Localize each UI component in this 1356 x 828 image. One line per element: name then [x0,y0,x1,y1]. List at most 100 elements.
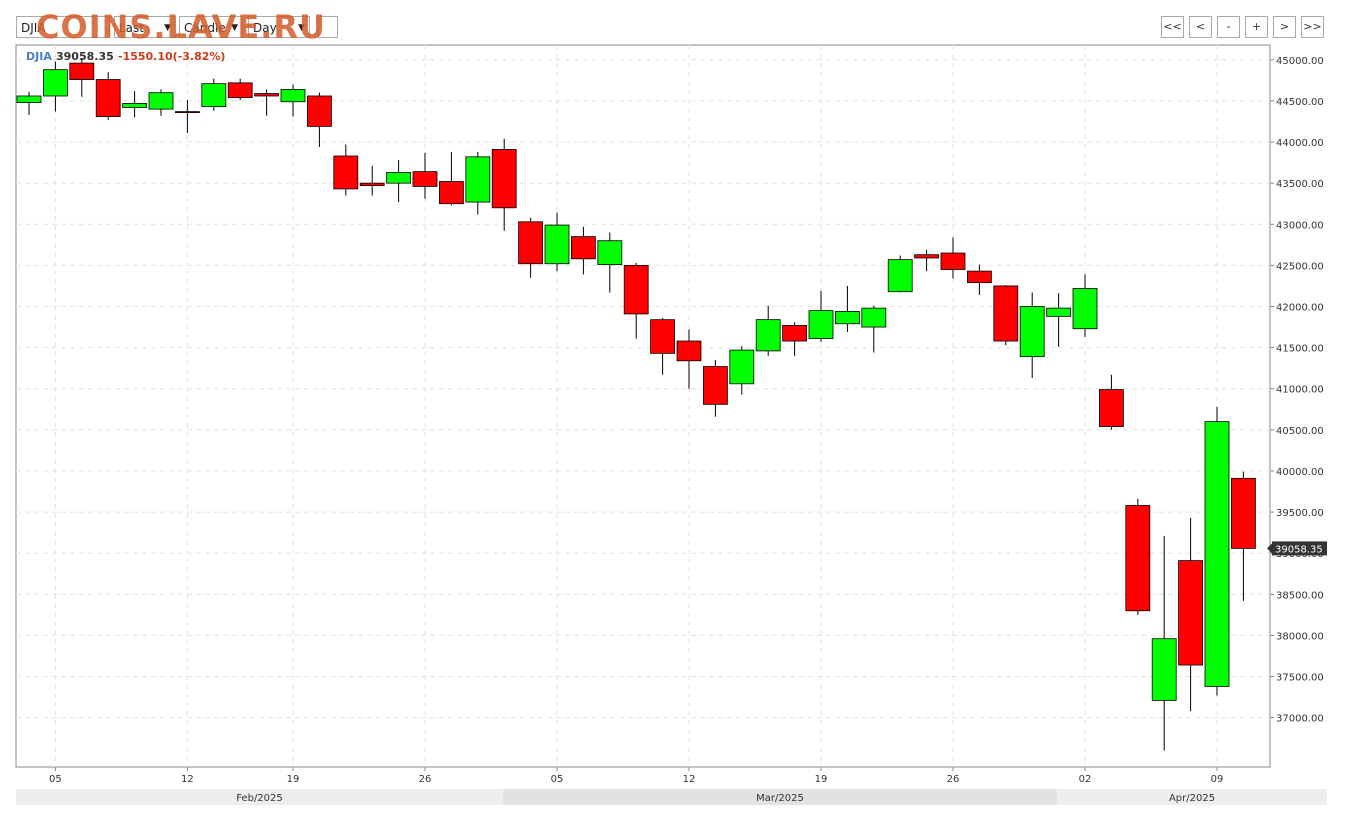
period-select[interactable]: Day ▼ [248,16,310,38]
candle-body [518,221,543,265]
candle-body [16,95,42,103]
candle-body [571,236,596,260]
candle-body [1151,638,1177,701]
candle-body [1019,306,1045,358]
candle-body [1231,477,1256,549]
nav-button[interactable]: < [1189,16,1212,38]
x-tick-label: 19 [287,774,300,785]
x-tick-label: 05 [49,774,62,785]
watermark: COINS.LAVE.RU [36,8,326,46]
field-select[interactable]: Last ▼ [114,16,176,38]
dropdown-arrow: ▼ [231,23,238,33]
y-tick-label: 44500.00 [1276,97,1324,108]
candle-body [254,93,280,97]
candle-body [333,155,359,190]
candle-body [122,102,147,108]
x-tick-label: 12 [181,774,194,785]
menu-icon[interactable] [318,16,338,38]
candle-body [1125,505,1151,612]
x-tick-label: 26 [947,774,960,785]
field-text: Last [119,21,144,35]
x-tick-label: 09 [1211,774,1224,785]
candle-body [782,325,807,342]
candle-body [43,69,68,97]
candle-body [676,340,702,362]
y-tick-label: 39000.00 [1276,549,1324,560]
month-band [16,789,503,805]
candle-body [201,83,227,108]
candle-body [148,92,174,110]
candle-body [967,270,992,284]
dropdown-arrow: ▼ [164,23,171,33]
candle-body [703,366,728,405]
nav-button[interactable]: << [1161,16,1184,38]
quote-price: 39058.35 [56,50,114,63]
candle-body [69,62,95,80]
candle-body [359,182,385,187]
candle-body [95,79,121,117]
plot-area [15,44,1271,768]
quote-change: -1550.10(-3.82%) [118,50,225,63]
y-tick-label: 38000.00 [1276,631,1324,642]
candle-body [755,319,781,352]
candle-body [412,171,438,187]
candle-body [940,252,966,270]
candle-body [729,349,755,385]
month-label: Mar/2025 [756,793,804,804]
period-text: Day [253,21,277,35]
candle-body [808,310,834,339]
y-tick-label: 42500.00 [1276,261,1324,272]
month-label: Feb/2025 [236,793,283,804]
y-tick-label: 39500.00 [1276,508,1324,519]
candle-body [386,172,412,184]
candle-body [1046,307,1071,317]
candle-body [306,95,332,127]
candle-body [887,259,913,293]
y-tick-label: 42000.00 [1276,302,1324,313]
candle-body [993,285,1019,342]
candle-body [835,311,860,325]
month-label: Apr/2025 [1169,793,1215,804]
quote-symbol: DJIA [26,50,52,63]
candle-body [914,254,939,259]
x-tick-label: 05 [551,774,564,785]
candle-body [623,264,649,315]
candle-body [1178,560,1203,666]
x-tick-label: 19 [815,774,828,785]
nav-button[interactable]: + [1245,16,1268,38]
candle-body [597,240,623,265]
candle-body [227,82,253,99]
y-tick-label: 37000.00 [1276,714,1324,725]
y-tick-label: 37500.00 [1276,673,1324,684]
candle-body [1099,389,1124,427]
symbol-input[interactable]: DJIA [16,16,110,38]
y-tick-label: 43500.00 [1276,179,1324,190]
y-tick-label: 41000.00 [1276,385,1324,396]
x-tick-label: 26 [419,774,432,785]
candle-body [280,89,306,103]
style-select[interactable]: Candle ▼ [179,16,243,38]
candle-body [491,149,517,209]
dropdown-arrow: ▼ [298,23,305,33]
y-tick-label: 45000.00 [1276,56,1324,67]
y-tick-label: 44000.00 [1276,138,1324,149]
y-tick-label: 40500.00 [1276,426,1324,437]
candle-body [1204,421,1230,687]
nav-button[interactable]: - [1217,16,1240,38]
candle-body [174,111,200,114]
nav-button[interactable]: > [1273,16,1296,38]
candle-body [650,319,675,354]
candle-body [1072,288,1098,330]
y-tick-label: 41500.00 [1276,344,1324,355]
last-price-label: 39058.35 [1275,544,1323,555]
y-tick-label: 43000.00 [1276,220,1324,231]
last-price-tag [1272,541,1327,556]
y-tick-label: 40000.00 [1276,467,1324,478]
nav-button[interactable]: >> [1301,16,1324,38]
x-tick-label: 02 [1079,774,1092,785]
x-tick-label: 12 [683,774,696,785]
y-tick-label: 38500.00 [1276,590,1324,601]
last-price-pointer [1267,543,1272,554]
